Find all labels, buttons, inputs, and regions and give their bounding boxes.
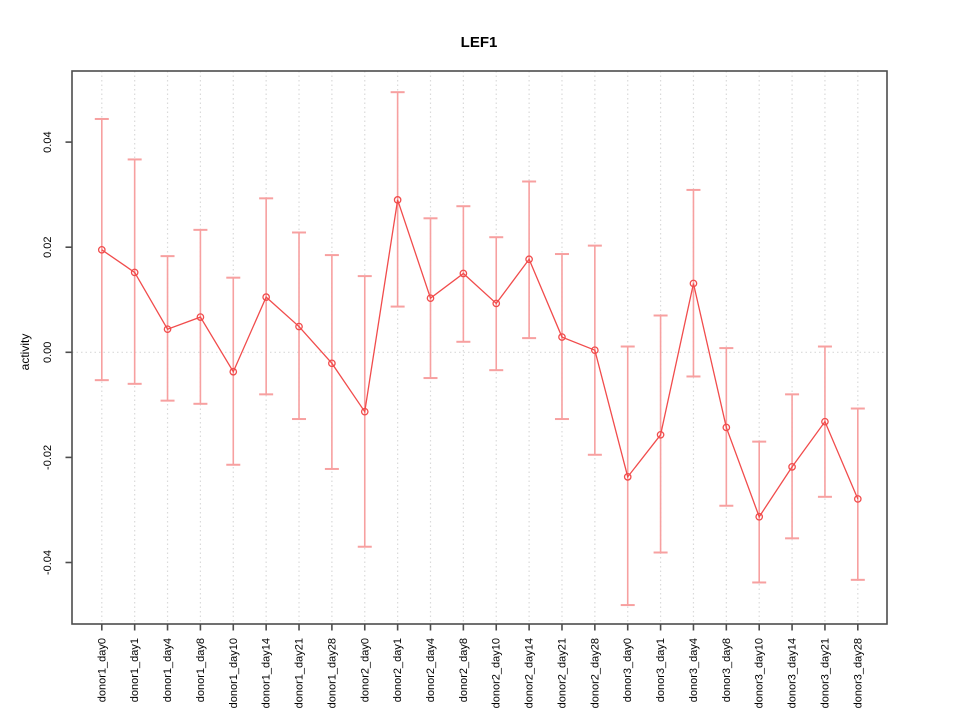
x-tick-label: donor1_day21 <box>294 638 306 708</box>
x-tick-label: donor2_day28 <box>589 638 601 708</box>
plot-frame-layer <box>71 70 888 625</box>
data-point <box>130 268 139 277</box>
data-point <box>623 472 632 481</box>
data-point <box>393 196 402 204</box>
y-tick-label: -0.04 <box>42 550 54 575</box>
series-line-layer <box>101 199 859 519</box>
data-point <box>788 463 796 471</box>
data-point <box>821 417 829 426</box>
y-tick-label: 0.00 <box>42 342 54 363</box>
x-tick-label: donor1_day4 <box>162 638 174 702</box>
data-point <box>656 430 665 439</box>
x-tick-label: donor3_day8 <box>721 638 733 702</box>
x-tick-label: donor2_day8 <box>458 638 470 702</box>
x-tick-label: donor1_day28 <box>326 638 338 708</box>
data-point <box>590 346 599 355</box>
data-point <box>196 313 205 321</box>
x-tick-label: donor3_day0 <box>622 638 634 702</box>
data-point <box>328 359 336 368</box>
x-tick-label: donor3_day1 <box>655 638 667 702</box>
series-line <box>101 199 859 519</box>
x-tick-label: donor2_day21 <box>556 638 568 708</box>
x-tick-label: donor1_day14 <box>261 638 273 708</box>
y-tick-label: 0.02 <box>42 236 54 257</box>
data-point <box>229 367 238 376</box>
y-tick-label: -0.02 <box>42 445 54 470</box>
data-point <box>525 255 533 264</box>
x-tick-label: donor1_day10 <box>228 638 240 708</box>
y-tick-label: 0.04 <box>42 131 54 152</box>
data-point <box>689 279 698 288</box>
data-point <box>163 325 172 334</box>
chart-title: LEF1 <box>461 34 498 51</box>
data-points-layer <box>97 196 862 521</box>
x-tick-label: donor1_day1 <box>129 638 141 702</box>
x-tick-label: donor3_day10 <box>754 638 766 708</box>
x-tick-label: donor3_day4 <box>688 638 700 702</box>
x-tick-label: donor2_day10 <box>491 638 503 708</box>
x-tick-label: donor2_day4 <box>425 638 437 702</box>
data-point <box>722 423 731 432</box>
plot-frame <box>71 70 888 625</box>
gridlines-layer <box>72 71 887 624</box>
x-tick-label: donor2_day14 <box>524 638 536 708</box>
x-tick-label: donor2_day1 <box>392 638 404 702</box>
data-point <box>558 333 566 341</box>
data-point <box>97 245 106 254</box>
data-point <box>853 495 862 503</box>
data-point <box>360 407 369 416</box>
axes-layer: 0.04 0.02 0.00 -0.02 -0.04 donor1_day0 donor1_… <box>42 131 864 708</box>
x-tick-label: donor1_day8 <box>195 638 207 702</box>
data-point <box>262 293 270 301</box>
x-tick-label: donor3_day28 <box>852 638 864 708</box>
data-point <box>426 294 435 303</box>
data-point <box>459 269 468 278</box>
y-axis-label: activity <box>18 334 32 371</box>
data-point <box>492 299 501 308</box>
x-tick-label: donor1_day0 <box>96 638 108 702</box>
x-tick-label: donor2_day0 <box>359 638 371 702</box>
x-tick-label: donor3_day14 <box>787 638 799 708</box>
data-point <box>295 322 303 331</box>
data-point <box>755 512 764 521</box>
error-bars-layer <box>94 91 865 607</box>
x-tick-label: donor3_day21 <box>819 638 831 708</box>
